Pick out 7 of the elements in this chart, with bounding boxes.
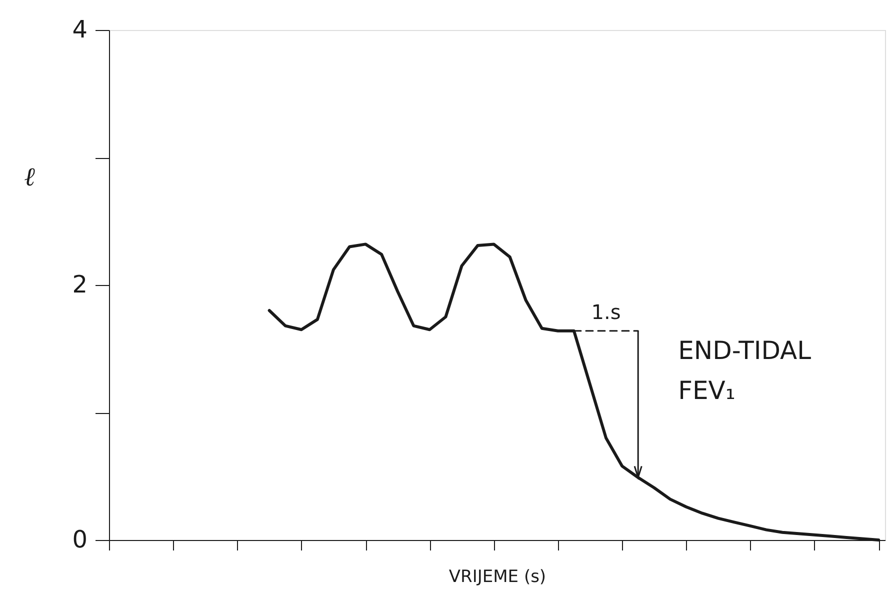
y-axis-title: ℓ <box>24 162 36 192</box>
x-axis-title: VRIJEME (s) <box>448 567 546 587</box>
y-tick-label: 4 <box>72 16 88 44</box>
y-tick-label: 2 <box>72 270 88 298</box>
annotation: 1.s <box>591 300 621 324</box>
y-tick-label: 0 <box>72 526 88 554</box>
annotation: END-TIDAL FEV₁ <box>678 336 812 405</box>
